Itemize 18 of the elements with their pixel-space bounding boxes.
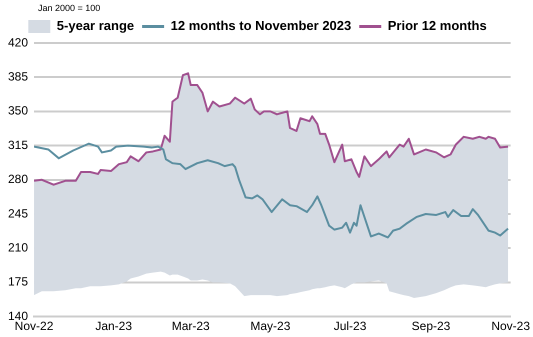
y-axis-title: Jan 2000 = 100: [38, 2, 100, 13]
legend-label: Prior 12 months: [388, 18, 487, 34]
y-tick-label: 385: [8, 70, 28, 84]
y-tick-label: 280: [8, 172, 28, 186]
x-tick-label: Nov-23: [491, 319, 530, 334]
y-tick-label: 350: [8, 104, 28, 118]
y-tick-label: 420: [8, 35, 28, 50]
y-tick-label: 175: [8, 274, 28, 289]
y-tick-label: 315: [8, 138, 28, 152]
y-tick-label: 210: [8, 240, 28, 255]
x-tick-label: Jan-23: [95, 319, 132, 334]
x-tick-label: Sep-23: [412, 319, 451, 334]
x-tick-label: Jul-23: [334, 319, 367, 334]
x-tick-label: May-23: [250, 319, 291, 334]
legend-label: 12 months to November 2023: [170, 18, 352, 34]
x-tick-label: Mar-23: [172, 319, 210, 334]
legend-label: 5-year range: [56, 18, 134, 34]
y-tick-label: 245: [8, 206, 28, 220]
